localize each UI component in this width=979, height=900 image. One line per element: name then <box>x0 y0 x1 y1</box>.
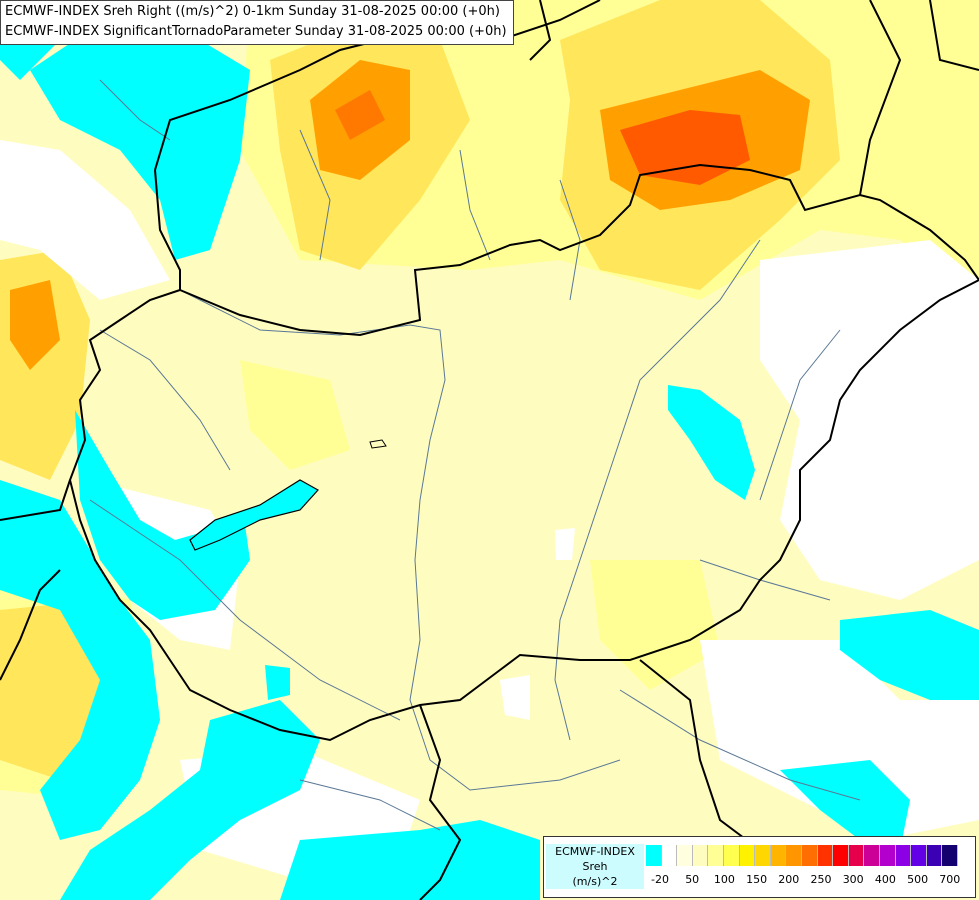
legend-swatch <box>786 845 802 866</box>
border-ukraine <box>929 0 979 71</box>
legend-swatch <box>864 845 880 866</box>
map-title-box: ECMWF-INDEX Sreh Right ((m/s)^2) 0-1km S… <box>0 0 514 45</box>
lake-balaton <box>189 479 319 551</box>
rivers <box>89 79 861 831</box>
border-slovakia-north <box>154 169 181 290</box>
river-danube <box>179 289 621 791</box>
river-east-1 <box>759 329 841 501</box>
legend-tick-label: -20 <box>651 873 669 886</box>
field-white-east <box>760 240 979 600</box>
legend-tick-label: 250 <box>810 873 832 886</box>
legend-title-line-1: ECMWF-INDEX <box>555 845 635 858</box>
river-south <box>299 779 441 831</box>
legend-swatch <box>879 845 896 866</box>
border-croatia <box>0 479 71 521</box>
legend-swatches <box>646 845 958 866</box>
legend-swatch <box>848 845 865 866</box>
field-orange-west <box>10 280 60 370</box>
legend-swatch <box>895 845 912 866</box>
river-north-3 <box>559 179 581 301</box>
legend-tick-label: 500 <box>907 873 929 886</box>
border-southwest <box>0 569 61 681</box>
river-drava <box>89 499 401 721</box>
legend-title: ECMWF-INDEX Sreh (m/s)^2 <box>546 844 644 889</box>
border-north-top <box>529 0 552 61</box>
field-cyan-spot-2 <box>70 595 85 608</box>
border-north-1 <box>154 0 601 171</box>
legend-ticks: -20 50 100 150 200 250 300 400 500 700 <box>646 873 974 889</box>
map-title-line-2: ECMWF-INDEX SignificantTornadoParameter … <box>5 24 507 39</box>
river-north-2 <box>459 149 491 261</box>
legend-swatch <box>817 845 834 866</box>
field-cyan-south <box>60 700 320 900</box>
field-red-orange-north <box>335 90 385 140</box>
river-north-1 <box>299 129 331 261</box>
field-white-west <box>0 140 170 300</box>
field-light-yellow-west <box>240 360 350 470</box>
legend-swatch <box>739 845 756 866</box>
legend-swatch <box>723 845 740 866</box>
field-cyan-southeast <box>840 610 979 700</box>
legend-tick-label: 50 <box>685 873 700 886</box>
legend-swatch <box>833 845 849 866</box>
legend-tick-label: 400 <box>874 873 896 886</box>
legend-title-line-2: Sreh <box>582 860 608 873</box>
legend-tick-label: 100 <box>713 873 735 886</box>
legend-swatch <box>926 845 943 866</box>
legend-tick-label: 700 <box>939 873 961 886</box>
field-white-spot-2 <box>555 528 575 560</box>
legend-swatch <box>911 845 927 866</box>
field-cyan-spot <box>265 665 290 700</box>
field-cyan-northwest <box>30 30 250 260</box>
legend-tick-label: 300 <box>842 873 864 886</box>
field-white-spot <box>500 675 530 720</box>
legend-title-line-3: (m/s)^2 <box>572 875 618 888</box>
border-hungary <box>68 163 979 742</box>
lake-small <box>369 439 387 449</box>
field-cyan-west-band <box>75 410 250 620</box>
legend-swatch <box>661 845 678 866</box>
legend-tick-label: 200 <box>778 873 800 886</box>
map-title-line-1: ECMWF-INDEX Sreh Right ((m/s)^2) 0-1km S… <box>5 4 500 19</box>
legend-swatch <box>755 845 771 866</box>
legend-swatch <box>801 845 818 866</box>
river-west <box>99 329 231 471</box>
field-cyan-southeast-2 <box>780 760 910 850</box>
field-light-yellow-central <box>590 560 720 690</box>
border-northeast <box>859 0 902 196</box>
river-southeast <box>619 689 861 801</box>
legend-swatch <box>677 845 693 866</box>
border-serbia-south <box>419 704 462 900</box>
field-cyan-lake <box>668 385 755 500</box>
river-tisza <box>554 239 761 741</box>
field-white-southeast <box>700 640 979 840</box>
legend-swatch <box>942 845 958 866</box>
legend-swatch <box>708 845 724 866</box>
field-cyan-southwest-band <box>0 480 160 840</box>
color-legend: ECMWF-INDEX Sreh (m/s)^2 -20 50 100 150 200 2… <box>543 836 976 898</box>
legend-swatch <box>770 845 787 866</box>
field-cyan-south-2 <box>280 820 540 900</box>
legend-swatch <box>692 845 709 866</box>
legend-swatch <box>646 845 662 866</box>
river-far-north <box>99 79 171 141</box>
legend-tick-label: 150 <box>746 873 768 886</box>
